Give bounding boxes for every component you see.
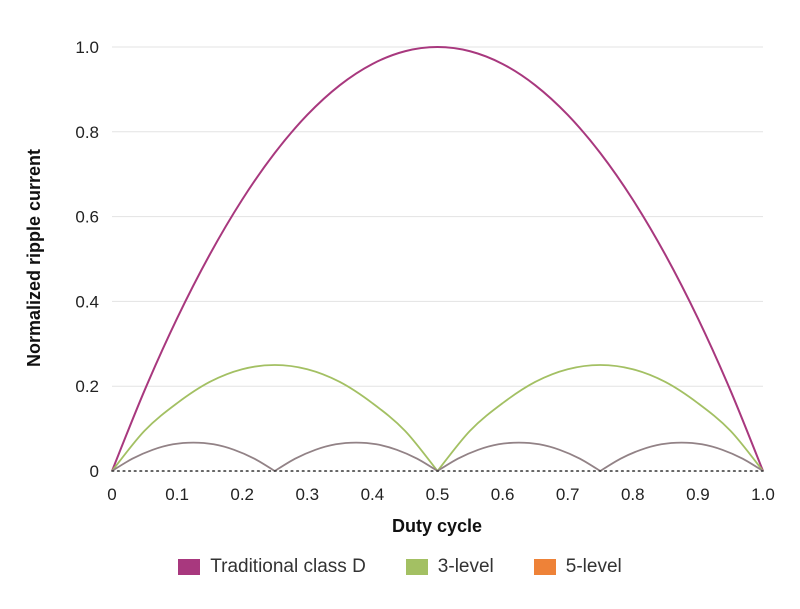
ripple-current-chart: 0 0.2 0.4 0.6 0.8 1.0 0 0.1 0.2 0.3 0.4 0.5 0.6 0.7 0.…	[24, 38, 775, 536]
y-tick-label: 0.8	[75, 123, 99, 142]
series-line-5-level	[111, 441, 764, 472]
legend-label-traditional: Traditional class D	[210, 556, 366, 577]
x-tick-label: 0.6	[491, 485, 515, 504]
y-tick-label: 1.0	[75, 38, 99, 57]
x-tick-label: 0.1	[165, 485, 189, 504]
legend: Traditional class D 3-level 5-level	[0, 556, 800, 578]
x-tick-label: 0.7	[556, 485, 580, 504]
legend-label-5-level: 5-level	[565, 556, 622, 577]
x-tick-label: 0	[107, 485, 116, 504]
legend-swatch-traditional	[178, 559, 201, 575]
legend-item-5-level: 5-level	[533, 556, 622, 578]
x-tick-label: 0.5	[426, 485, 450, 504]
x-tick-label: 0.4	[361, 485, 385, 504]
y-tick-label: 0.2	[75, 377, 99, 396]
series-lines	[111, 46, 764, 472]
legend-swatch-5-level	[533, 559, 556, 575]
series-line-3-level	[111, 364, 764, 472]
y-tick-label: 0	[90, 462, 99, 481]
legend-item-3-level: 3-level	[405, 556, 494, 578]
series-line-traditional-class-d	[111, 46, 764, 472]
y-axis-title: Normalized ripple current	[24, 149, 44, 367]
legend-item-traditional: Traditional class D	[178, 556, 366, 578]
y-tick-label: 0.4	[75, 292, 99, 311]
axes: 0 0.2 0.4 0.6 0.8 1.0 0 0.1 0.2 0.3 0.4 0.5 0.6 0.7 0.…	[75, 38, 774, 504]
legend-label-3-level: 3-level	[437, 556, 494, 577]
x-tick-label: 0.8	[621, 485, 645, 504]
x-tick-label: 0.9	[686, 485, 710, 504]
y-tick-label: 0.6	[75, 208, 99, 227]
gridlines	[112, 46, 763, 387]
x-tick-label: 1.0	[751, 485, 775, 504]
x-tick-label: 0.2	[230, 485, 254, 504]
legend-swatch-3-level	[405, 559, 428, 575]
x-axis-title: Duty cycle	[392, 516, 482, 536]
x-tick-label: 0.3	[295, 485, 319, 504]
